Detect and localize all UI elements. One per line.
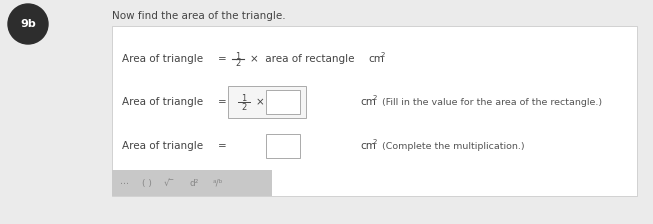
Circle shape bbox=[8, 4, 48, 44]
FancyBboxPatch shape bbox=[228, 86, 306, 118]
Text: (Fill in the value for the area of the rectangle.): (Fill in the value for the area of the r… bbox=[382, 97, 602, 106]
Text: cm: cm bbox=[360, 141, 376, 151]
Text: cm: cm bbox=[360, 97, 376, 107]
Text: 2: 2 bbox=[235, 58, 240, 67]
FancyBboxPatch shape bbox=[266, 90, 300, 114]
Text: ×: × bbox=[256, 97, 264, 107]
Text: Area of triangle: Area of triangle bbox=[122, 54, 203, 64]
Text: ⋯: ⋯ bbox=[119, 179, 129, 187]
Text: Area of triangle: Area of triangle bbox=[122, 97, 203, 107]
Text: ᵃ/ᵇ: ᵃ/ᵇ bbox=[213, 179, 223, 187]
Text: 2: 2 bbox=[381, 52, 385, 58]
Text: =: = bbox=[218, 141, 227, 151]
Text: ×  area of rectangle: × area of rectangle bbox=[250, 54, 355, 64]
Text: =: = bbox=[218, 97, 227, 107]
Text: 2: 2 bbox=[373, 95, 377, 101]
Text: 9b: 9b bbox=[20, 19, 36, 29]
Text: d²: d² bbox=[189, 179, 199, 187]
Text: √‾: √‾ bbox=[164, 179, 174, 187]
Text: 1: 1 bbox=[242, 93, 247, 103]
FancyBboxPatch shape bbox=[266, 134, 300, 158]
Text: =: = bbox=[218, 54, 227, 64]
Text: 1: 1 bbox=[235, 52, 240, 60]
Text: (Complete the multiplication.): (Complete the multiplication.) bbox=[382, 142, 524, 151]
FancyBboxPatch shape bbox=[112, 26, 637, 196]
Text: Now find the area of the triangle.: Now find the area of the triangle. bbox=[112, 11, 285, 21]
Text: cm: cm bbox=[368, 54, 384, 64]
Text: 2: 2 bbox=[242, 103, 247, 112]
FancyBboxPatch shape bbox=[112, 170, 272, 196]
Text: ( ): ( ) bbox=[142, 179, 152, 187]
Text: Area of triangle: Area of triangle bbox=[122, 141, 203, 151]
Text: 2: 2 bbox=[373, 139, 377, 145]
